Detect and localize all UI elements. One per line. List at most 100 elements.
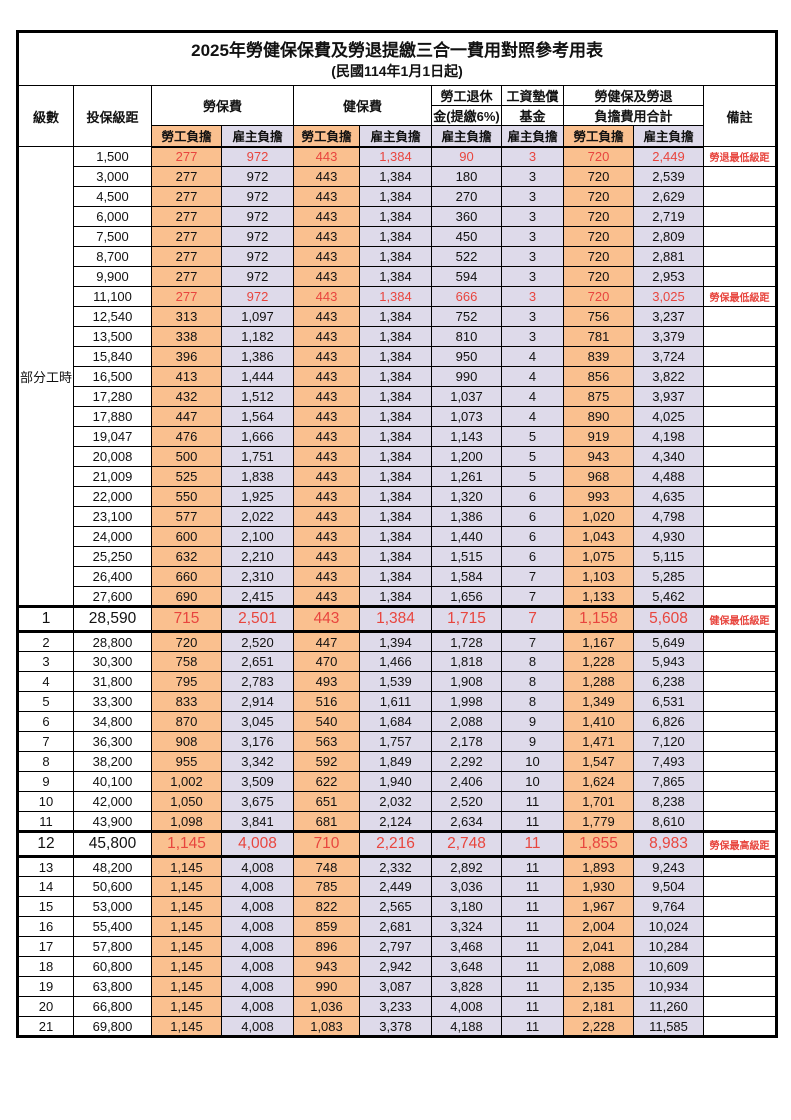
labor-employee-fee: 1,145: [151, 956, 222, 977]
labor-employer-fee: 4,008: [221, 896, 294, 917]
health-employee-fee: 896: [293, 936, 360, 957]
pension-employer-fee: 2,520: [431, 791, 502, 812]
health-employee-fee: 443: [293, 306, 360, 327]
health-employer-fee: 1,384: [359, 206, 432, 227]
health-employer-fee: 1,384: [359, 426, 432, 447]
level-cell: 10: [17, 791, 74, 812]
pension-employer-fee: 1,515: [431, 546, 502, 567]
total-employee-fee: 2,041: [563, 936, 634, 957]
labor-employer-fee: 972: [221, 266, 294, 287]
pension-employer-fee: 2,748: [431, 830, 502, 858]
total-employee-fee: 1,075: [563, 546, 634, 567]
salary-bracket-cell: 63,800: [73, 976, 152, 997]
health-employee-fee: 443: [293, 406, 360, 427]
wage-fund-employer-fee: 6: [501, 506, 564, 527]
labor-employee-fee: 313: [151, 306, 222, 327]
health-employer-fee: 2,942: [359, 956, 432, 977]
total-employer-fee: 11,585: [633, 1016, 704, 1037]
wage-fund-employer-fee: 4: [501, 406, 564, 427]
table-row: 4 31,800 795 2,783 493 1,539 1,908 8 1,288 6,238: [17, 671, 778, 692]
health-employer-fee: 2,565: [359, 896, 432, 917]
wage-fund-employer-fee: 11: [501, 936, 564, 957]
labor-employee-fee: 1,050: [151, 791, 222, 812]
total-employee-fee: 1,349: [563, 691, 634, 712]
total-employer-fee: 3,724: [633, 346, 704, 367]
title-cell: 2025年勞健保保費及勞退提繳三合一費用對照參考用表 (民國114年1月1日起): [16, 31, 778, 86]
pension-employer-fee: 522: [431, 246, 502, 267]
health-employee-fee: 681: [293, 811, 360, 832]
health-employer-fee: 2,216: [359, 830, 432, 858]
wage-fund-employer-fee: 6: [501, 546, 564, 567]
table-row: 11,100 277 972 443 1,384 666 3 720 3,025 勞保最低級距: [18, 286, 778, 307]
health-employee-fee: 443: [293, 446, 360, 467]
salary-bracket-cell: 3,000: [73, 166, 152, 187]
total-employee-fee: 890: [563, 406, 634, 427]
level-cell: 1: [17, 605, 74, 633]
pension-employer-fee: 3,828: [431, 976, 502, 997]
total-employer-fee: 6,826: [633, 711, 704, 732]
total-employer-fee: 4,340: [633, 446, 704, 467]
salary-bracket-cell: 9,900: [73, 266, 152, 287]
table-row: 5 33,300 833 2,914 516 1,611 1,998 8 1,349 6,531: [17, 691, 778, 712]
health-employer-fee: 3,233: [359, 996, 432, 1017]
total-employer-fee: 10,609: [633, 956, 704, 977]
note-cell: [702, 506, 778, 527]
labor-employee-fee: 1,145: [151, 830, 222, 858]
total-employee-fee: 720: [563, 206, 634, 227]
note-cell: [702, 1016, 778, 1037]
table-row: 13,500 338 1,182 443 1,384 810 3 781 3,379: [18, 326, 778, 347]
total-employee-fee: 2,135: [563, 976, 634, 997]
labor-employee-fee: 1,145: [151, 856, 222, 877]
health-employee-fee: 443: [293, 266, 360, 287]
header-level: 級數: [17, 85, 74, 147]
note-cell: [702, 771, 778, 792]
note-cell: [702, 306, 778, 327]
health-employee-fee: 443: [293, 286, 360, 307]
health-employee-fee: 822: [293, 896, 360, 917]
table-row: 16,500 413 1,444 443 1,384 990 4 856 3,822: [18, 366, 778, 387]
health-employer-fee: 1,384: [359, 166, 432, 187]
health-employer-fee: 1,539: [359, 671, 432, 692]
wage-fund-employer-fee: 7: [501, 605, 564, 633]
salary-bracket-cell: 24,000: [73, 526, 152, 547]
labor-employer-fee: 1,666: [221, 426, 294, 447]
total-employer-fee: 3,822: [633, 366, 704, 387]
health-employee-fee: 651: [293, 791, 360, 812]
total-employer-fee: 3,025: [633, 286, 704, 307]
total-employer-fee: 9,243: [633, 856, 704, 877]
total-employer-fee: 4,488: [633, 466, 704, 487]
note-cell: [702, 386, 778, 407]
table-row: 7 36,300 908 3,176 563 1,757 2,178 9 1,471 7,120: [17, 731, 778, 752]
pension-employer-fee: 1,818: [431, 651, 502, 672]
health-employee-fee: 443: [293, 566, 360, 587]
health-employee-fee: 493: [293, 671, 360, 692]
level-cell: 4: [17, 671, 74, 692]
health-employee-fee: 443: [293, 605, 360, 633]
salary-bracket-cell: 15,840: [73, 346, 152, 367]
note-cell: [702, 266, 778, 287]
pension-employer-fee: 1,386: [431, 506, 502, 527]
note-cell: [702, 916, 778, 937]
note-cell: [702, 166, 778, 187]
note-cell: [702, 346, 778, 367]
health-employer-fee: 1,384: [359, 346, 432, 367]
labor-employer-fee: 972: [221, 146, 294, 167]
level-cell: 6: [17, 711, 74, 732]
health-employee-fee: 443: [293, 186, 360, 207]
labor-employee-fee: 660: [151, 566, 222, 587]
health-employer-fee: 1,384: [359, 246, 432, 267]
table-row: 25,250 632 2,210 443 1,384 1,515 6 1,075 5,115: [18, 546, 778, 567]
labor-employee-fee: 1,145: [151, 996, 222, 1017]
labor-employee-fee: 908: [151, 731, 222, 752]
note-cell: [702, 426, 778, 447]
salary-bracket-cell: 43,900: [73, 811, 152, 832]
health-employee-fee: 470: [293, 651, 360, 672]
total-employee-fee: 968: [563, 466, 634, 487]
wage-fund-employer-fee: 7: [501, 631, 564, 652]
pension-employer-fee: 1,073: [431, 406, 502, 427]
pension-employer-fee: 2,406: [431, 771, 502, 792]
wage-fund-employer-fee: 8: [501, 691, 564, 712]
labor-employee-fee: 277: [151, 266, 222, 287]
table-row: 19,047 476 1,666 443 1,384 1,143 5 919 4,198: [18, 426, 778, 447]
health-employer-fee: 1,611: [359, 691, 432, 712]
